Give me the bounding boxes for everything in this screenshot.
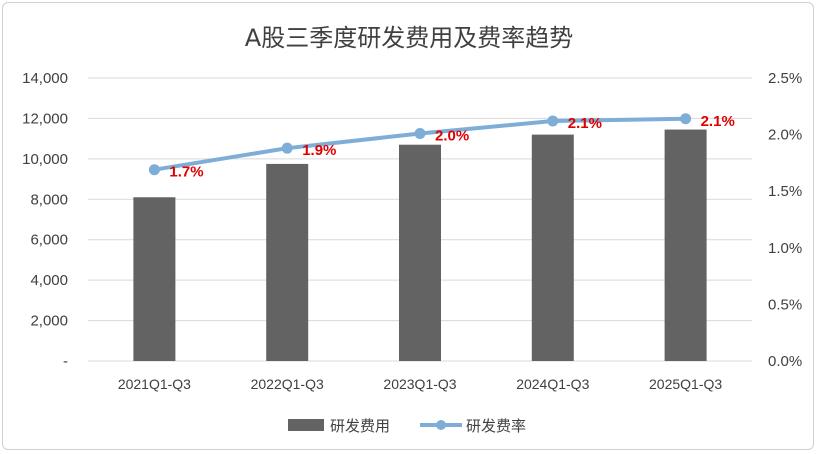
x-axis: 2021Q1-Q3 2022Q1-Q3 2023Q1-Q3 2024Q1-Q3 2025… bbox=[118, 376, 723, 392]
rate-point bbox=[414, 127, 426, 139]
rate-data-label: 1.9% bbox=[302, 142, 336, 159]
bar bbox=[133, 197, 176, 361]
x-tick-label: 2024Q1-Q3 bbox=[516, 376, 589, 392]
x-tick-label: 2021Q1-Q3 bbox=[118, 376, 191, 392]
left-tick-label: 4,000 bbox=[30, 272, 68, 289]
right-tick-label: 0.0% bbox=[768, 353, 802, 370]
x-tick-label: 2022Q1-Q3 bbox=[251, 376, 324, 392]
left-tick-label: 8,000 bbox=[30, 191, 68, 208]
rate-data-label: 2.1% bbox=[701, 113, 735, 130]
rate-data-label: 2.1% bbox=[568, 115, 602, 132]
right-tick-label: 2.0% bbox=[768, 127, 802, 144]
rate-data-label: 1.7% bbox=[169, 164, 203, 181]
rate-point bbox=[547, 115, 559, 127]
left-tick-label: 6,000 bbox=[30, 232, 68, 249]
chart-title: A股三季度研发费用及费率趋势 bbox=[245, 24, 573, 52]
bar bbox=[664, 129, 707, 361]
left-axis: - 2,000 4,000 6,000 8,000 10,000 12,000 14,000 bbox=[22, 70, 68, 370]
left-tick-label: 10,000 bbox=[22, 151, 68, 168]
right-tick-label: 1.5% bbox=[768, 183, 802, 200]
bar bbox=[531, 134, 574, 361]
legend-line-label: 研发费率 bbox=[466, 417, 526, 435]
right-tick-label: 2.5% bbox=[768, 70, 802, 87]
bar bbox=[399, 144, 441, 361]
right-tick-label: 1.0% bbox=[768, 240, 802, 257]
bar bbox=[266, 163, 309, 361]
line-series: 1.7% 1.9% 2.0% 2.1% 2.1% bbox=[148, 113, 735, 181]
rate-point bbox=[148, 164, 160, 176]
rate-data-label: 2.0% bbox=[435, 127, 469, 144]
x-tick-label: 2025Q1-Q3 bbox=[649, 376, 722, 392]
right-tick-label: 0.5% bbox=[768, 296, 802, 313]
legend-bar-label: 研发费用 bbox=[330, 417, 390, 435]
left-tick-label: 2,000 bbox=[30, 313, 68, 330]
legend-bar-swatch bbox=[288, 419, 324, 431]
left-tick-label: 12,000 bbox=[22, 110, 68, 127]
left-tick-label: - bbox=[63, 353, 68, 370]
left-tick-label: 14,000 bbox=[22, 70, 68, 87]
right-axis: 0.0% 0.5% 1.0% 1.5% 2.0% 2.5% bbox=[768, 70, 802, 370]
rate-point bbox=[680, 113, 692, 125]
bar-series bbox=[133, 129, 707, 361]
rate-point bbox=[281, 142, 293, 154]
legend[interactable]: 研发费用 研发费率 bbox=[288, 417, 526, 435]
x-tick-label: 2023Q1-Q3 bbox=[383, 376, 456, 392]
legend-line-marker bbox=[436, 420, 446, 430]
